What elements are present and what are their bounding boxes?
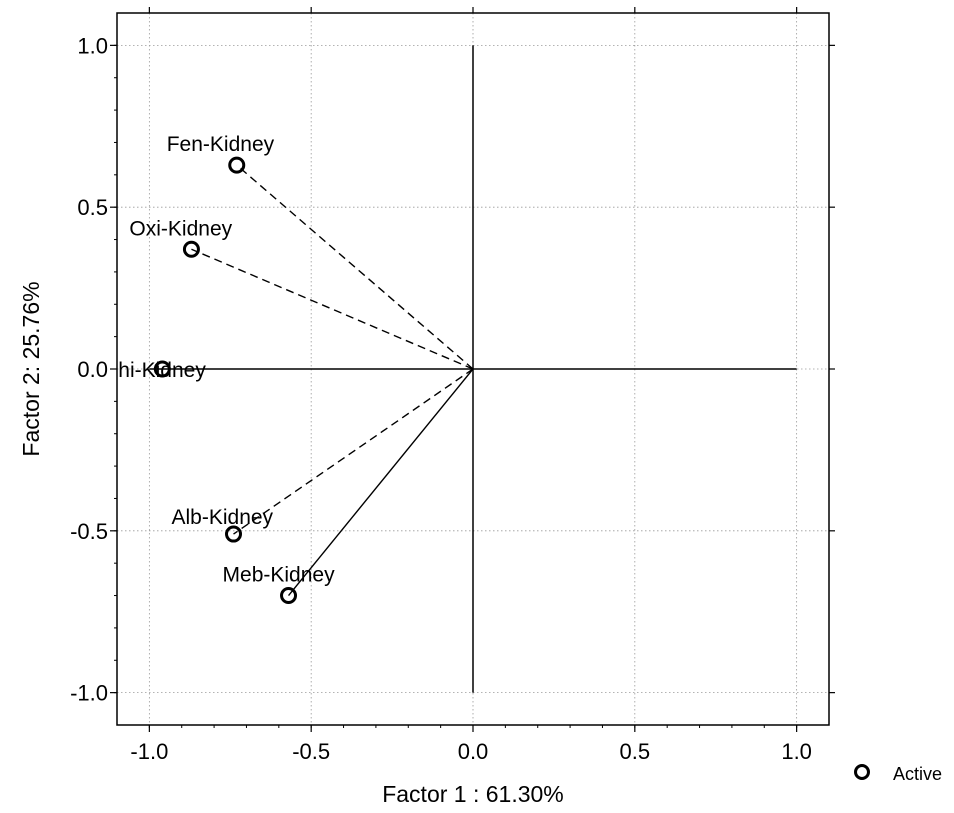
point-label: Fen-Kidney [167,133,275,156]
vector-lines [191,164,474,596]
tick-labels: -1.0 -0.5 0.0 0.5 1.0 -1.0 -0.5 0.0 0.5 1.0 [70,7,835,764]
x-axis-title: Factor 1 : 61.30% [382,781,564,807]
x-tick-label: -0.5 [292,739,330,764]
y-tick-label: -1.0 [70,681,108,706]
x-tick-label: 1.0 [781,739,812,764]
vector-line [287,368,474,596]
data-points: Fen-Kidney Oxi-Kidney hi-Kidney Alb-Kidney M… [118,133,336,605]
y-tick-label: 0.5 [77,195,108,220]
y-tick-label: 1.0 [77,33,108,58]
x-tick-label: 0.5 [620,739,651,764]
data-point [153,360,171,378]
point-label: hi-Kidney [118,359,206,382]
y-axis-title: Factor 2: 25.76% [18,281,44,456]
point-label: Meb-Kidney [223,564,336,587]
data-point [225,525,243,543]
legend-label: Active [893,764,942,784]
legend-marker [854,764,870,780]
data-point [228,156,246,174]
x-tick-label: 0.0 [458,739,489,764]
legend: Active [854,764,942,784]
vector-line [191,248,474,370]
y-tick-label: -0.5 [70,519,108,544]
vector-line [236,164,474,370]
x-tick-label: -1.0 [130,739,168,764]
data-point [182,240,200,258]
data-point [280,587,298,605]
y-tick-label: 0.0 [77,357,108,382]
vector-line [233,368,474,535]
point-label: Alb-Kidney [172,506,274,529]
point-label: Oxi-Kidney [129,217,232,240]
